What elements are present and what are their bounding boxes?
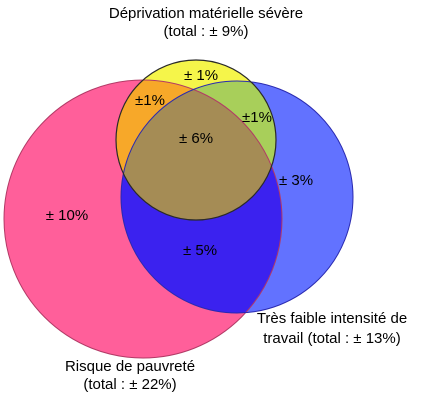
poverty-label-line2: (total : ± 22%) — [83, 376, 176, 393]
work-intensity-label-line1: Très faible intensité de — [257, 310, 407, 327]
deprivation-outline — [115, 59, 277, 221]
work-intensity-outline — [120, 80, 354, 314]
deprivation-work-value: ±1% — [242, 109, 272, 126]
work-only-value: ± 3% — [279, 172, 313, 189]
deprivation-only-value: ± 1% — [184, 67, 218, 84]
poverty-deprivation-value: ±1% — [135, 92, 165, 109]
poverty-only-value: ± 10% — [46, 207, 88, 224]
work-intensity-label-line2: travail (total : ± 13%) — [263, 330, 400, 347]
all-three-value: ± 6% — [179, 130, 213, 147]
deprivation-label-line1: Déprivation matérielle sévère — [109, 5, 303, 22]
deprivation-label-line2: (total : ± 9%) — [164, 23, 249, 40]
poverty-work-value: ± 5% — [183, 242, 217, 259]
poverty-label-line1: Risque de pauvreté — [65, 358, 195, 375]
